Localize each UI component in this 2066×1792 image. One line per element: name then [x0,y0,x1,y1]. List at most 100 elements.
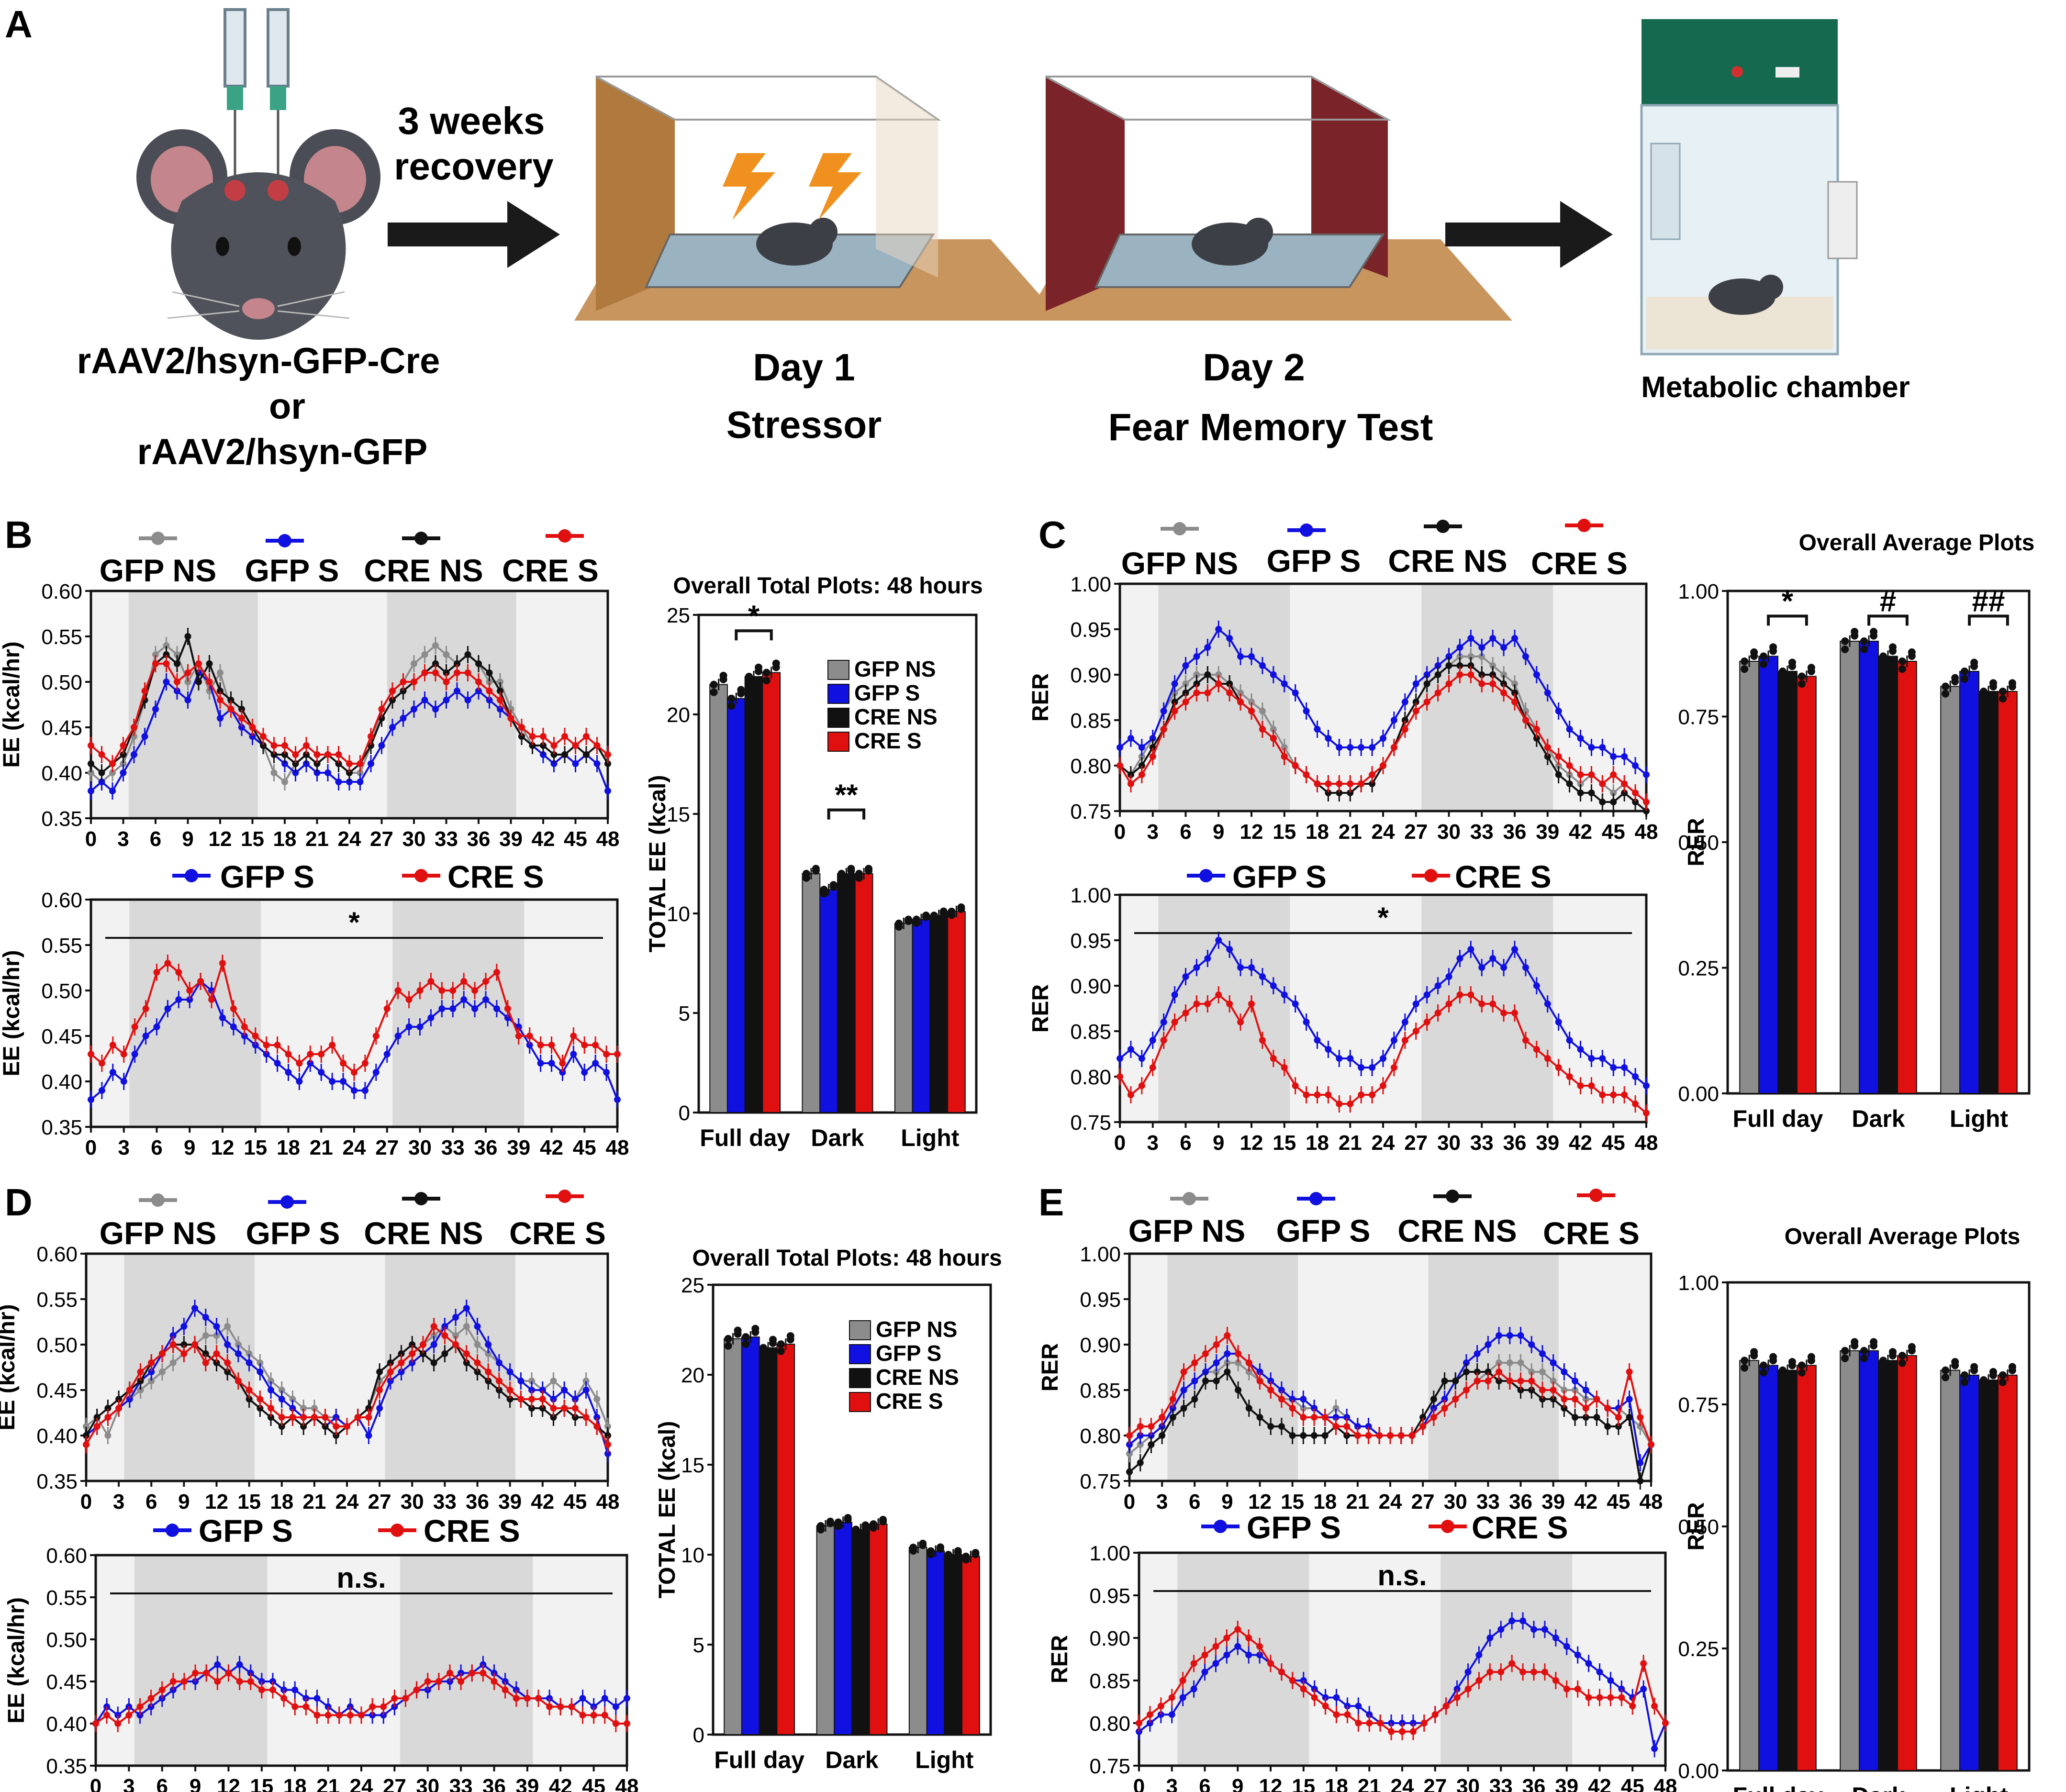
individual-point [777,1347,785,1355]
data-point [1596,1694,1603,1701]
bar-cre-s [1796,1365,1817,1771]
data-point [372,1069,380,1076]
data-point [1412,699,1419,705]
data-point [1201,1669,1208,1676]
data-point [202,1350,209,1357]
data-point [1552,1677,1559,1684]
dark-phase-band [129,900,261,1127]
x-tick-label: 45 [563,1490,587,1514]
data-point [238,706,245,712]
data-point [1235,1359,1242,1366]
individual-point [909,1543,917,1551]
data-point [1193,680,1200,687]
data-point [1478,964,1485,971]
data-point [1456,662,1463,669]
data-point [1281,991,1288,998]
data-point [612,1703,619,1710]
x-tick-label: 48 [596,827,620,851]
data-point [136,1703,144,1710]
data-point [1456,671,1463,678]
data-point [1585,1694,1592,1701]
data-point [1434,982,1441,989]
data-point [1618,1694,1625,1701]
data-point [98,779,105,785]
x-tick-label: 18 [1306,820,1329,844]
data-point [548,1042,555,1048]
data-point [1369,1064,1376,1071]
bar-cre-ns [1978,1380,1999,1771]
data-point [126,1387,133,1393]
data-point [1445,662,1452,669]
data-point [452,1314,459,1321]
dark-phase-band [385,1254,515,1481]
bar-gfp-s [1758,1365,1779,1771]
data-point [1171,699,1178,705]
individual-point [1760,652,1768,660]
data-point [83,1441,89,1448]
data-point [571,1414,579,1421]
individual-point [895,919,903,927]
data-point [1201,1651,1208,1658]
data-point [1256,1369,1263,1375]
data-point [614,1051,621,1057]
individual-point [737,686,745,694]
data-point [300,1423,307,1430]
data-point [480,1670,487,1677]
data-point [1182,699,1189,705]
x-tick-label: 24 [1372,1131,1395,1155]
data-point [195,679,202,685]
data-point [1303,771,1310,778]
data-point [278,1414,285,1421]
individual-point [812,865,820,873]
recovery-label-line1: 3 weeks [398,100,545,142]
x-tick-label: 39 [1541,1490,1565,1514]
data-point [1138,1055,1145,1062]
data-point [257,1405,264,1412]
data-point [540,751,547,758]
data-point [98,1060,105,1067]
data-point [1237,699,1244,705]
data-point [1127,780,1134,787]
individual-point [1898,665,1906,673]
x-category-label: Dark [1852,1105,1905,1132]
data-point [324,769,331,776]
data-point [1572,1414,1579,1421]
x-tick-label: 18 [1306,1131,1329,1155]
data-point [1343,1423,1351,1430]
data-point [1126,1432,1133,1439]
data-point [357,769,364,776]
data-point [539,1387,546,1393]
data-point [1500,964,1508,971]
data-point [1522,1037,1529,1044]
individual-point [1860,637,1868,645]
data-point [1289,1677,1296,1684]
data-point [387,1359,394,1366]
data-point [1169,1414,1176,1421]
x-tick-label: 45 [1607,1490,1630,1514]
individual-point [1807,1353,1815,1361]
data-point [303,760,310,767]
data-point [463,1359,470,1366]
data-point [463,1305,470,1312]
data-point [307,1051,314,1057]
data-point [281,742,288,749]
x-tick-label: 3 [118,1136,130,1159]
individual-point [1999,1378,2007,1386]
bar-chart-e-bars: 0.00 0.25 0.50 0.75 1.00 RER Full day Dark Light [1678,1271,2031,1792]
data-point [1541,1669,1548,1676]
data-point [1434,671,1441,678]
data-point [1599,780,1606,787]
data-point [550,760,558,767]
data-point [1506,1332,1513,1339]
data-point [1358,780,1365,787]
data-point [1248,699,1255,705]
data-point [1496,1369,1503,1375]
line-chart-b-top: 0.350.400.450.500.550.600 3 6 9 12 15 18 21 24 27… [0,580,619,851]
x-tick-label: 24 [350,1775,373,1792]
data-point [1267,1378,1274,1384]
mouse-head-illustration [136,8,380,340]
data-point [208,996,215,1003]
data-point [1500,680,1508,687]
data-point [180,1341,188,1348]
data-point [1566,726,1573,733]
